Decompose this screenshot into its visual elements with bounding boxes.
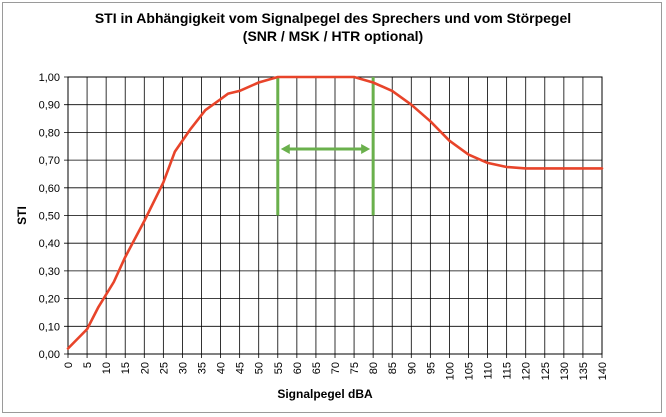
x-tick-label: 90 bbox=[406, 362, 418, 374]
y-tick-label: 0,00 bbox=[39, 349, 60, 361]
chart-annotations bbox=[276, 77, 375, 216]
x-tick-label: 70 bbox=[330, 362, 342, 374]
y-tick-label: 0,30 bbox=[39, 266, 60, 278]
x-tick-label: 20 bbox=[139, 362, 151, 374]
x-tick-label: 15 bbox=[120, 362, 132, 374]
x-tick-label: 95 bbox=[425, 362, 437, 374]
y-tick-label: 0,50 bbox=[39, 211, 60, 223]
x-axis-label: Signalpegel dBA bbox=[277, 387, 373, 401]
y-axis-label: STI bbox=[15, 206, 29, 225]
y-tick-label: 0,40 bbox=[39, 238, 60, 250]
x-tick-label: 40 bbox=[216, 362, 228, 374]
x-tick-label: 80 bbox=[368, 362, 380, 374]
x-tick-label: 120 bbox=[521, 362, 533, 380]
x-tick-label: 45 bbox=[235, 362, 247, 374]
x-tick-label: 50 bbox=[254, 362, 266, 374]
y-tick-label: 0,10 bbox=[39, 321, 60, 333]
x-tick-label: 110 bbox=[483, 362, 495, 380]
x-tick-label: 0 bbox=[63, 362, 75, 368]
x-axis-tick-labels: 0 5 10 15 20 25 30 35 40 45 50 55 60 65 70 75 80 85 90 95 10… bbox=[63, 362, 609, 380]
x-tick-label: 35 bbox=[197, 362, 209, 374]
x-tick-label: 55 bbox=[273, 362, 285, 374]
x-tick-label: 30 bbox=[177, 362, 189, 374]
x-tick-label: 125 bbox=[540, 362, 552, 380]
y-tick-label: 0,90 bbox=[39, 100, 60, 112]
y-tick-label: 0,70 bbox=[39, 155, 60, 167]
chart-frame bbox=[2, 2, 662, 413]
x-tick-label: 60 bbox=[292, 362, 304, 374]
x-tick-label: 75 bbox=[349, 362, 361, 374]
y-tick-label: 0,20 bbox=[39, 294, 60, 306]
range-arrow-head-right bbox=[361, 144, 371, 155]
x-tick-label: 10 bbox=[101, 362, 113, 374]
sti-series-line bbox=[66, 75, 604, 350]
x-tick-label: 140 bbox=[597, 362, 609, 380]
chart-grid bbox=[64, 76, 603, 358]
chart-subtitle: (SNR / MSK / HTR optional) bbox=[242, 28, 424, 44]
x-tick-label: 100 bbox=[444, 362, 456, 380]
x-tick-label: 105 bbox=[464, 362, 476, 380]
chart-title: STI in Abhängigkeit vom Signalpegel des … bbox=[94, 10, 572, 26]
range-arrow-head-left bbox=[280, 144, 290, 155]
x-tick-label: 130 bbox=[559, 362, 571, 380]
x-tick-label: 5 bbox=[82, 362, 94, 368]
y-tick-label: 0,80 bbox=[39, 127, 60, 139]
y-tick-label: 1,00 bbox=[39, 72, 60, 84]
chart-series bbox=[66, 75, 604, 350]
x-tick-label: 65 bbox=[311, 362, 323, 374]
x-tick-label: 135 bbox=[578, 362, 590, 380]
y-tick-label: 0,60 bbox=[39, 183, 60, 195]
x-tick-label: 115 bbox=[502, 362, 514, 380]
x-tick-label: 25 bbox=[158, 362, 170, 374]
x-tick-label: 85 bbox=[387, 362, 399, 374]
y-axis-tick-labels: 0,00 0,10 0,20 0,30 0,40 0,50 0,60 0,70 0,80 0,90… bbox=[39, 72, 60, 361]
